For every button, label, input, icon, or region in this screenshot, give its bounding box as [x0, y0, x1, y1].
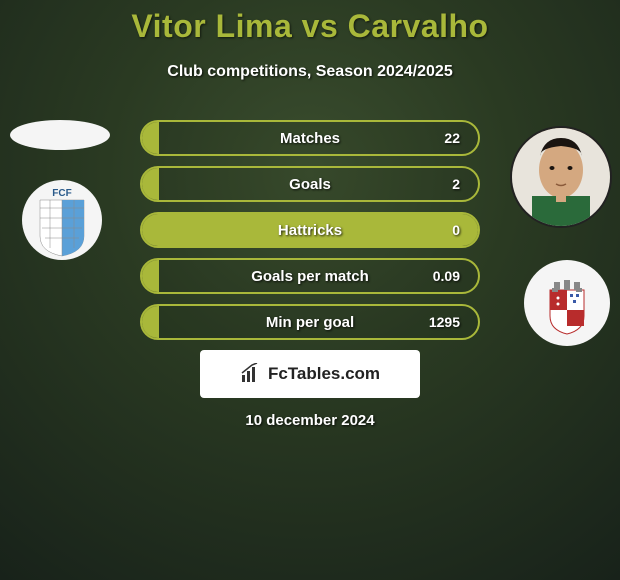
page-subtitle: Club competitions, Season 2024/2025	[0, 63, 620, 81]
date-text: 10 december 2024	[0, 412, 620, 429]
fcf-badge-icon: FCF	[20, 178, 104, 262]
stat-row-matches: Matches 22	[140, 120, 480, 156]
right-club-badge	[524, 260, 610, 346]
source-logo-text: FcTables.com	[268, 364, 380, 384]
stat-label: Hattricks	[278, 222, 342, 239]
source-logo: FcTables.com	[200, 350, 420, 398]
stat-row-hattricks: Hattricks 0	[140, 212, 480, 248]
svg-text:FCF: FCF	[52, 188, 71, 199]
stat-fill	[142, 260, 159, 292]
braga-badge-icon	[532, 268, 602, 338]
stat-fill	[142, 306, 159, 338]
stat-value: 22	[444, 130, 460, 146]
stat-row-goals: Goals 2	[140, 166, 480, 202]
stats-container: Matches 22 Goals 2 Hattricks 0 Goals per…	[140, 120, 480, 350]
stat-row-min-per-goal: Min per goal 1295	[140, 304, 480, 340]
right-player-avatar	[512, 128, 610, 226]
stat-fill	[142, 122, 159, 154]
stat-label: Goals	[289, 176, 331, 193]
page-title: Vitor Lima vs Carvalho	[0, 0, 620, 45]
stat-label: Min per goal	[266, 314, 354, 331]
stat-value: 2	[452, 176, 460, 192]
stat-label: Goals per match	[251, 268, 369, 285]
left-player-avatar-placeholder	[10, 120, 110, 150]
player-face-icon	[512, 128, 610, 226]
left-club-badge: FCF	[20, 178, 104, 262]
stat-row-goals-per-match: Goals per match 0.09	[140, 258, 480, 294]
stat-value: 0	[452, 222, 460, 238]
stat-value: 0.09	[433, 268, 460, 284]
stat-value: 1295	[429, 314, 460, 330]
stat-label: Matches	[280, 130, 340, 147]
chart-icon	[240, 363, 262, 385]
stat-fill	[142, 168, 159, 200]
